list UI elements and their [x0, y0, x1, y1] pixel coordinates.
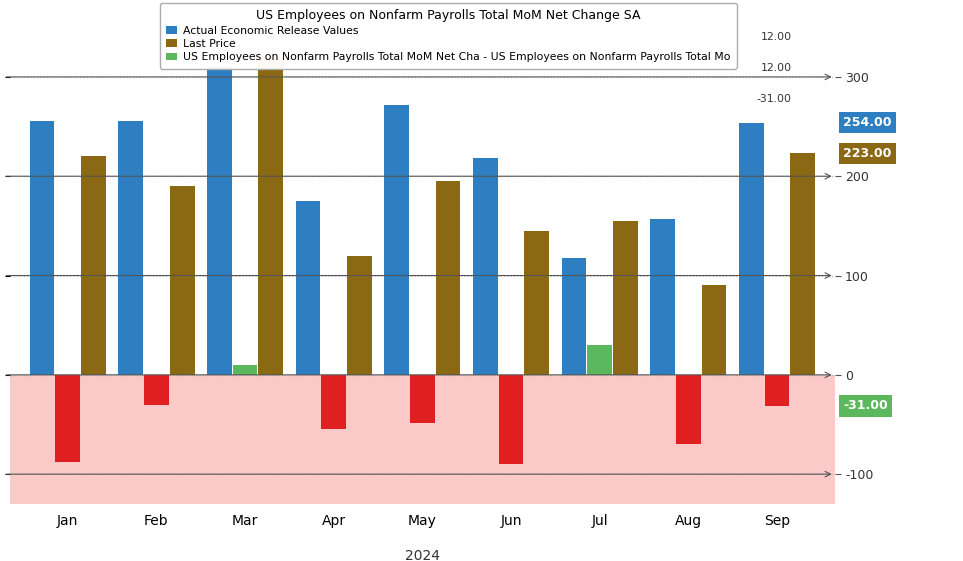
Bar — [55, 375, 80, 462]
Text: 223.00: 223.00 — [843, 147, 892, 160]
Bar — [613, 221, 638, 375]
Bar — [347, 256, 372, 375]
Text: -31.00: -31.00 — [757, 94, 792, 104]
Bar — [144, 375, 169, 404]
Text: 12.00: 12.00 — [761, 63, 792, 73]
Bar — [81, 157, 106, 375]
Bar — [258, 57, 283, 375]
Bar — [676, 375, 701, 444]
Bar — [296, 201, 321, 375]
Bar — [561, 257, 586, 375]
Bar — [118, 121, 143, 375]
Bar — [169, 186, 195, 375]
Bar — [739, 123, 764, 375]
Bar — [524, 231, 549, 375]
Bar — [233, 365, 257, 375]
Legend: Actual Economic Release Values, Last Price, US Employees on Nonfarm Payrolls Tot: Actual Economic Release Values, Last Pri… — [160, 3, 737, 68]
Text: 254.00: 254.00 — [843, 116, 892, 129]
Bar — [587, 345, 612, 375]
Bar — [650, 219, 675, 375]
Bar — [384, 105, 409, 375]
Bar — [473, 158, 498, 375]
Text: -31.00: -31.00 — [843, 399, 888, 412]
Bar — [207, 67, 232, 375]
Bar — [30, 121, 55, 375]
Bar — [702, 286, 726, 375]
Text: 12.00: 12.00 — [761, 32, 792, 42]
Bar — [765, 375, 790, 406]
Bar — [410, 375, 434, 422]
Bar — [791, 153, 815, 375]
Bar — [499, 375, 524, 465]
Bar — [11, 375, 835, 504]
Bar — [322, 375, 346, 430]
Bar — [435, 181, 460, 375]
Text: 2024: 2024 — [404, 549, 440, 561]
